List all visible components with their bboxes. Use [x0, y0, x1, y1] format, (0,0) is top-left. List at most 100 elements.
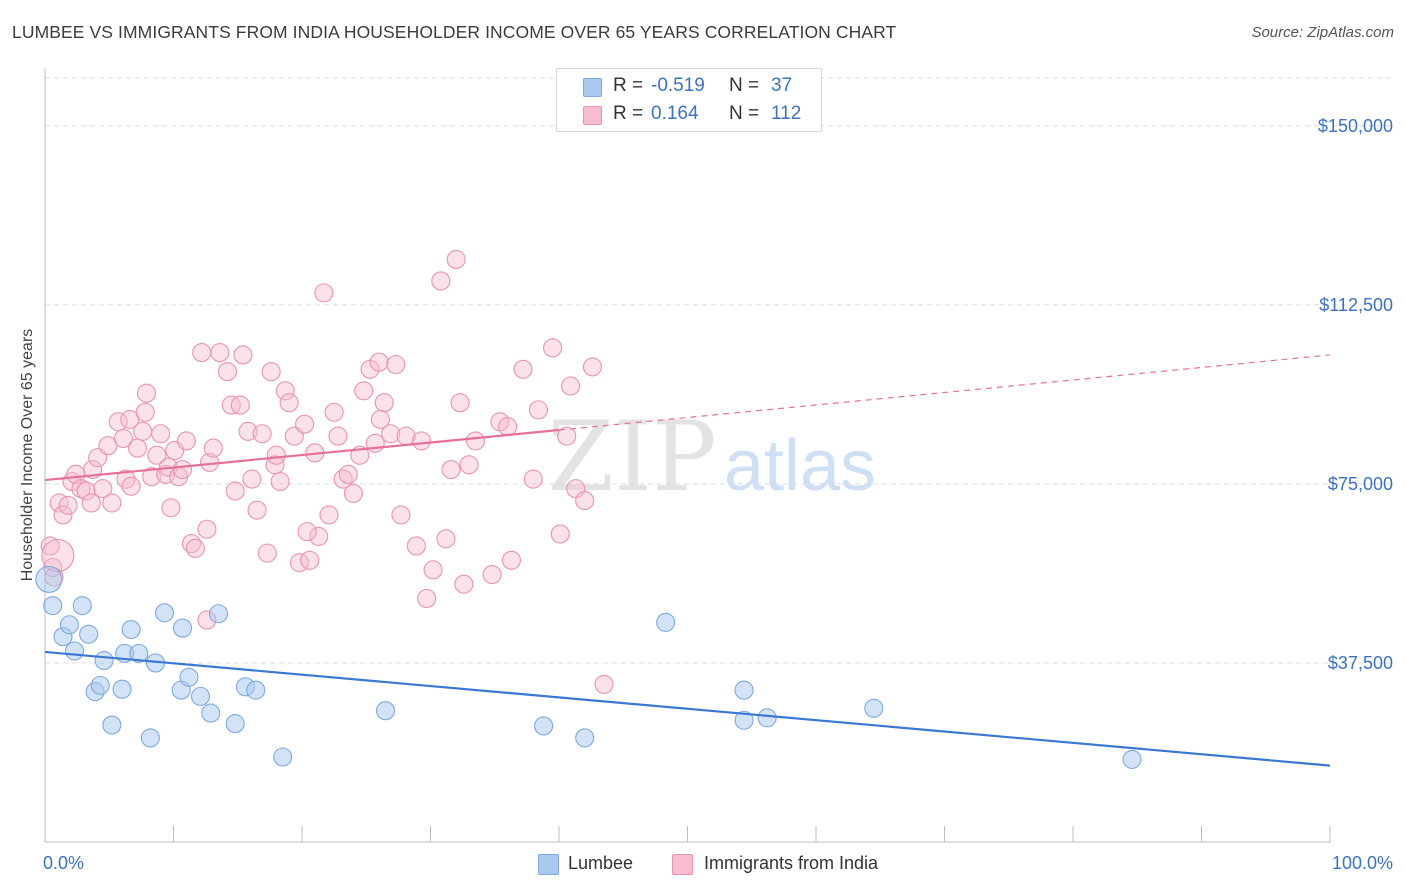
india-point — [343, 483, 363, 503]
lumbee-point — [864, 698, 884, 718]
india-point — [381, 424, 401, 444]
lumbee-points — [35, 565, 1142, 769]
y-tick-label: $112,500 — [1319, 295, 1393, 315]
legend-r-value: -0.519 — [651, 75, 705, 96]
india-point — [391, 505, 411, 525]
legend-n-value: 112 — [771, 103, 802, 124]
lumbee-point — [140, 728, 160, 748]
lumbee-trend-line — [44, 650, 1331, 767]
india-point — [314, 283, 334, 303]
india-point — [172, 459, 193, 480]
lumbee-point — [757, 708, 777, 728]
lumbee-point — [225, 714, 245, 734]
india-point — [374, 393, 394, 413]
lumbee-point — [154, 603, 175, 623]
lumbee-point — [90, 675, 110, 695]
india-point — [459, 455, 479, 475]
legend-swatch-india — [583, 106, 602, 125]
bottom-legend-swatch-lumbee — [538, 854, 559, 875]
india-point — [441, 459, 461, 480]
lumbee-point — [246, 680, 266, 700]
legend-r-value: 0.164 — [651, 103, 699, 124]
india-point — [446, 249, 466, 270]
india-point — [192, 343, 212, 363]
lumbee-point — [190, 686, 211, 706]
y-tick-label: $75,000 — [1328, 474, 1393, 494]
watermark: ZIP atlas — [547, 401, 876, 513]
india-point — [242, 469, 262, 489]
india-point — [81, 493, 101, 513]
legend-n-label: N = — [729, 75, 760, 96]
india-point — [238, 421, 258, 441]
india-point — [40, 536, 60, 556]
trend-lines — [44, 354, 1331, 767]
india-point — [270, 471, 290, 492]
lumbee-point — [72, 596, 92, 616]
lumbee-point — [79, 624, 99, 644]
india-point — [233, 345, 253, 365]
india-point — [324, 402, 344, 422]
tick-labels: $37,500 $75,000 $112,500 $150,000 0.0% 100.0% — [43, 116, 1393, 873]
lumbee-point — [94, 650, 114, 671]
india-point — [120, 409, 140, 429]
india-point — [297, 522, 317, 542]
india-point — [575, 491, 595, 511]
india-point — [594, 674, 614, 694]
india-point — [450, 393, 470, 413]
india-point — [513, 359, 533, 379]
india-point — [557, 426, 577, 446]
lumbee-point — [129, 643, 149, 663]
india-point — [386, 354, 406, 375]
legend-r-label: R = — [613, 75, 644, 96]
india-point — [417, 588, 437, 609]
lumbee-point — [179, 667, 199, 687]
india-point — [582, 357, 602, 377]
india-point — [257, 543, 277, 563]
india-point — [319, 505, 339, 525]
india-point — [98, 436, 118, 456]
india-point — [295, 414, 315, 434]
lumbee-point — [43, 596, 63, 616]
india-point — [523, 469, 543, 489]
india-point — [93, 479, 113, 499]
lumbee-point — [575, 728, 595, 748]
india-point — [203, 438, 223, 458]
bottom-legend-label-india: Immigrants from India — [704, 853, 879, 873]
india-point — [197, 519, 217, 539]
india-point — [275, 381, 295, 401]
chart-title: LUMBEE VS IMMIGRANTS FROM INDIA HOUSEHOL… — [12, 22, 897, 42]
grid-lines — [45, 77, 1395, 664]
axes — [44, 68, 1331, 843]
legend-r-label: R = — [613, 103, 644, 124]
lumbee-point — [35, 565, 63, 593]
india-trend-line-extension — [558, 354, 1331, 431]
india-point — [161, 498, 181, 518]
india-point — [261, 362, 281, 382]
india-point — [133, 421, 153, 441]
watermark-zip: ZIP — [547, 401, 716, 513]
india-point — [370, 409, 390, 429]
india-point — [185, 538, 205, 558]
lumbee-point — [208, 604, 229, 624]
india-point — [498, 417, 518, 437]
india-point — [338, 464, 358, 484]
india-point — [550, 524, 570, 544]
india-point — [136, 383, 157, 403]
india-point — [279, 393, 299, 413]
india-point — [411, 431, 432, 451]
lumbee-point — [656, 612, 676, 632]
x-tick-label: 0.0% — [43, 853, 84, 873]
lumbee-point — [121, 619, 141, 640]
india-point — [58, 495, 78, 515]
lumbee-point — [734, 680, 754, 700]
india-point — [431, 271, 451, 291]
legend-swatch-lumbee — [583, 78, 602, 97]
legend-n-label: N = — [729, 103, 760, 124]
india-point — [247, 500, 267, 520]
legend-n-value: 37 — [771, 75, 793, 96]
india-point — [217, 362, 238, 382]
india-point — [406, 536, 426, 556]
lumbee-point — [375, 701, 396, 721]
lumbee-point — [65, 641, 85, 661]
